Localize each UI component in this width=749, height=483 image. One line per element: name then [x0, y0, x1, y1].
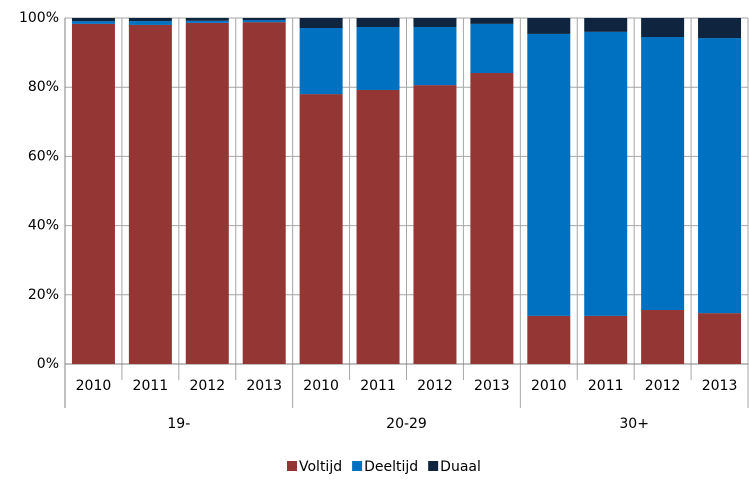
y-tick-label: 60%: [28, 148, 59, 164]
y-tick-label: 20%: [28, 287, 59, 303]
legend-label: Deeltijd: [364, 459, 418, 475]
bar-segment: [299, 18, 343, 29]
legend-label: Duaal: [440, 459, 481, 475]
bar-segment: [71, 23, 115, 365]
bar-segment: [128, 24, 172, 364]
x-tick-label: 2013: [702, 378, 738, 394]
y-tick-label: 0%: [37, 356, 59, 372]
bar-segment: [584, 315, 628, 364]
bar-segment: [185, 18, 229, 21]
bar-segment: [413, 18, 457, 27]
x-tick-label: 2012: [189, 378, 225, 394]
legend-swatch: [428, 461, 439, 471]
bar-segment: [71, 18, 115, 22]
group-label: 20-29: [386, 416, 427, 432]
bar-segment: [641, 18, 685, 38]
bar-segment: [641, 310, 685, 364]
y-tick-label: 40%: [28, 218, 59, 234]
group-label: 30+: [619, 416, 649, 432]
bar-segment: [185, 20, 229, 23]
group-label: 19-: [167, 416, 190, 432]
bar-segment: [527, 18, 571, 34]
bar-segment: [185, 22, 229, 365]
bar-segment: [698, 38, 742, 314]
bar-segment: [299, 94, 343, 365]
bar-segment: [584, 18, 628, 32]
x-tick-label: 2010: [76, 378, 112, 394]
bar-segment: [356, 89, 400, 364]
x-tick-label: 2011: [360, 378, 396, 394]
bar-segment: [356, 26, 400, 90]
bar-segment: [128, 18, 172, 22]
bar-segment: [242, 22, 286, 364]
x-tick-label: 2011: [133, 378, 169, 394]
bar-segment: [128, 21, 172, 25]
x-tick-label: 2013: [246, 378, 282, 394]
x-tick-label: 2012: [417, 378, 453, 394]
bar-segment: [470, 18, 514, 24]
bar-segment: [470, 73, 514, 364]
x-tick-label: 2012: [645, 378, 681, 394]
legend-label: Voltijd: [299, 459, 342, 475]
y-tick-label: 80%: [28, 79, 59, 95]
x-tick-label: 2010: [303, 378, 339, 394]
bar-segment: [698, 313, 742, 364]
y-tick-label: 100%: [19, 10, 59, 26]
bar-segment: [413, 85, 457, 365]
bar-segment: [356, 18, 400, 27]
bar-segment: [698, 18, 742, 39]
bar-segment: [527, 33, 571, 316]
bar-segment: [527, 315, 571, 364]
bar-segment: [641, 37, 685, 311]
x-tick-label: 2013: [474, 378, 510, 394]
bar-segment: [584, 31, 628, 316]
x-tick-label: 2011: [588, 378, 624, 394]
bar-segment: [470, 23, 514, 74]
legend-swatch: [287, 461, 297, 471]
x-tick-label: 2010: [531, 378, 567, 394]
legend-swatch: [352, 461, 363, 471]
bar-segment: [299, 28, 343, 95]
bar-segment: [242, 20, 286, 23]
bar-segment: [71, 21, 115, 24]
bar-segment: [413, 26, 457, 86]
bar-segment: [242, 18, 286, 21]
